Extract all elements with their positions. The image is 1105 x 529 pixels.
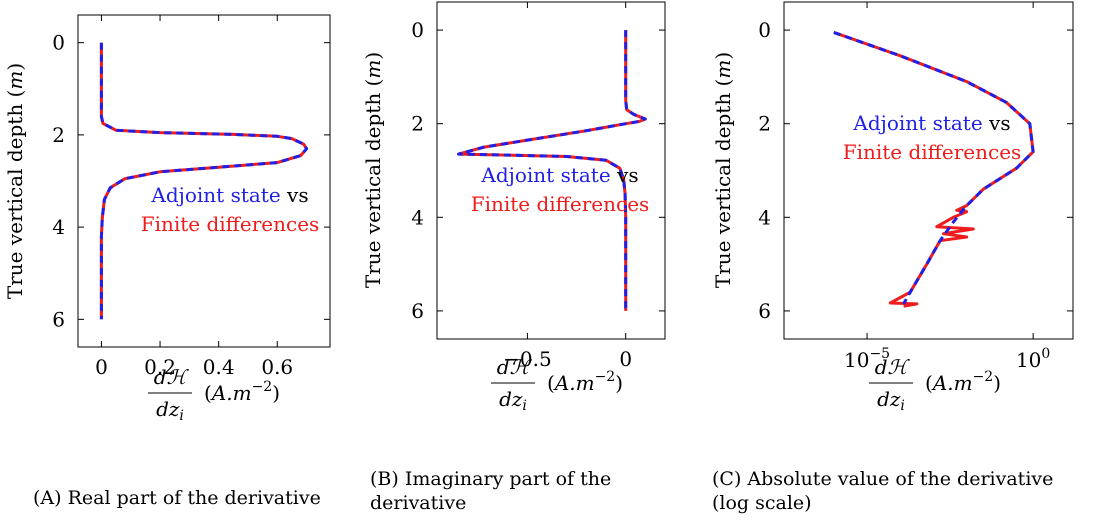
- legend-vs: vs: [988, 111, 1011, 135]
- legend-adjoint: Adjoint state: [150, 183, 287, 207]
- legend-vs: vs: [616, 163, 639, 187]
- series-adjoint-state: [833, 30, 1035, 305]
- y-tick-label: 6: [411, 299, 424, 323]
- caption-b: (B) Imaginary part of the derivative: [370, 468, 612, 514]
- legend-finite: Finite differences: [843, 140, 1022, 164]
- chart-abs: 10−5 100 0 2 4 6 Adjoint state vs Finite differ…: [711, 1, 1074, 414]
- x-tick-label: 0.2: [144, 355, 176, 379]
- x-label-denominator: dzi: [156, 397, 184, 424]
- y-axis-label: True vertical depth (m): [711, 52, 735, 288]
- chart-real: 0 0.2 0.4 0.6 0 2 4 6 Adjoint state vs Finite dif…: [3, 14, 331, 424]
- y-tick-label: 6: [52, 307, 65, 331]
- legend-finite: Finite differences: [471, 192, 650, 216]
- x-tick-label: 10−5: [844, 346, 890, 372]
- x-label-unit: (A.m−2): [547, 369, 623, 395]
- legend-finite: Finite differences: [141, 212, 320, 236]
- plot-area-frame: [77, 14, 331, 348]
- series-adjoint-state: [99, 42, 309, 320]
- legend-line-1: Adjoint state vs: [852, 111, 1010, 135]
- y-tick-label: 6: [758, 299, 771, 323]
- y-tick-label: 2: [52, 123, 65, 147]
- x-axis-label: dℋ dzi (A.m−2): [869, 355, 1001, 414]
- caption-c: (C) Absolute value of the derivative (lo…: [712, 468, 1054, 514]
- y-tick-label: 4: [52, 215, 65, 239]
- legend: Adjoint state vs Finite differences: [141, 183, 320, 236]
- x-tick-label: 0: [95, 355, 108, 379]
- y-tick-label: 2: [758, 112, 771, 136]
- legend-line-1: Adjoint state vs: [480, 163, 638, 187]
- x-label-numerator: dℋ: [875, 355, 911, 379]
- y-tick-label: 0: [411, 18, 424, 42]
- legend-vs: vs: [286, 183, 309, 207]
- x-tick-label: 100: [1016, 346, 1050, 372]
- x-label-unit: (A.m−2): [925, 369, 1001, 395]
- x-tick-label: 0.6: [261, 355, 293, 379]
- y-axis-label: True vertical depth (m): [3, 63, 27, 299]
- series-finite-differences: [99, 42, 309, 320]
- caption-a: (A) Real part of the derivative: [33, 487, 321, 509]
- x-tick-label: 0: [619, 347, 632, 371]
- series-adjoint-state: [457, 30, 647, 311]
- legend-adjoint: Adjoint state: [480, 163, 617, 187]
- plot-area-frame: [436, 1, 666, 340]
- legend: Adjoint state vs Finite differences: [843, 111, 1022, 164]
- x-tick-label: 0.4: [203, 355, 235, 379]
- chart-imag: −0.5 0 0 2 4 6 Adjoint state vs Finite differen…: [361, 1, 666, 414]
- x-tick-label: −0.5: [503, 347, 552, 371]
- x-axis-label: dℋ dzi (A.m−2): [491, 355, 623, 414]
- y-axis-label: True vertical depth (m): [361, 52, 385, 288]
- y-tick-label: 4: [411, 205, 424, 229]
- x-label-denominator: dzi: [499, 387, 527, 414]
- series-finite-differences: [833, 30, 1035, 308]
- y-tick-label: 0: [758, 18, 771, 42]
- x-label-numerator: dℋ: [497, 355, 533, 379]
- y-tick-label: 0: [52, 31, 65, 55]
- y-tick-label: 4: [758, 205, 771, 229]
- legend: Adjoint state vs Finite differences: [471, 163, 650, 216]
- plot-area-frame: [783, 1, 1074, 340]
- legend-line-1: Adjoint state vs: [150, 183, 308, 207]
- x-label-numerator: dℋ: [154, 365, 190, 389]
- x-label-denominator: dzi: [877, 387, 905, 414]
- x-label-unit: (A.m−2): [204, 379, 280, 405]
- y-tick-label: 2: [411, 112, 424, 136]
- legend-adjoint: Adjoint state: [852, 111, 989, 135]
- x-axis-label: dℋ dzi (A.m−2): [148, 365, 280, 424]
